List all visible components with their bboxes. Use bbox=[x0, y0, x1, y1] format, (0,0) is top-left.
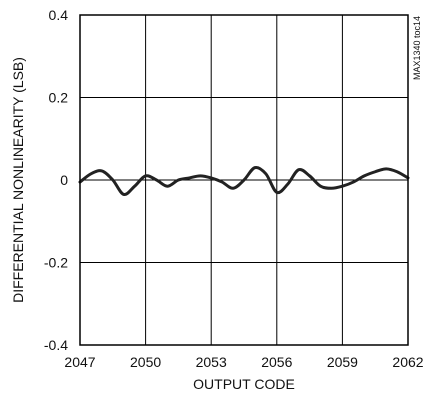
x-tick-label: 2047 bbox=[64, 354, 95, 370]
y-tick-label: 0 bbox=[60, 172, 68, 188]
y-tick-label: -0.4 bbox=[44, 337, 68, 353]
y-axis-label: DIFFERENTIAL NONLINEARITY (LSB) bbox=[10, 57, 26, 303]
y-tick-label: -0.2 bbox=[44, 255, 68, 271]
y-tick-label: 0.4 bbox=[49, 7, 69, 23]
x-tick-label: 2062 bbox=[392, 354, 423, 370]
plot-frame bbox=[79, 14, 409, 346]
x-tick-label: 2050 bbox=[130, 354, 161, 370]
x-tick-label: 2059 bbox=[327, 354, 358, 370]
x-axis-label: OUTPUT CODE bbox=[193, 376, 295, 392]
figure-tag: MAX1340 toc14 bbox=[412, 16, 422, 80]
y-tick-labels: 0.4 0.2 0 -0.2 -0.4 bbox=[44, 7, 68, 353]
dnl-series-line bbox=[78, 165, 410, 197]
x-tick-label: 2053 bbox=[196, 354, 227, 370]
x-tick-label: 2056 bbox=[261, 354, 292, 370]
series-line-group bbox=[78, 165, 410, 197]
x-tick-labels: 2047 2050 2053 2056 2059 2062 bbox=[64, 354, 423, 370]
y-tick-label: 0.2 bbox=[49, 90, 69, 106]
